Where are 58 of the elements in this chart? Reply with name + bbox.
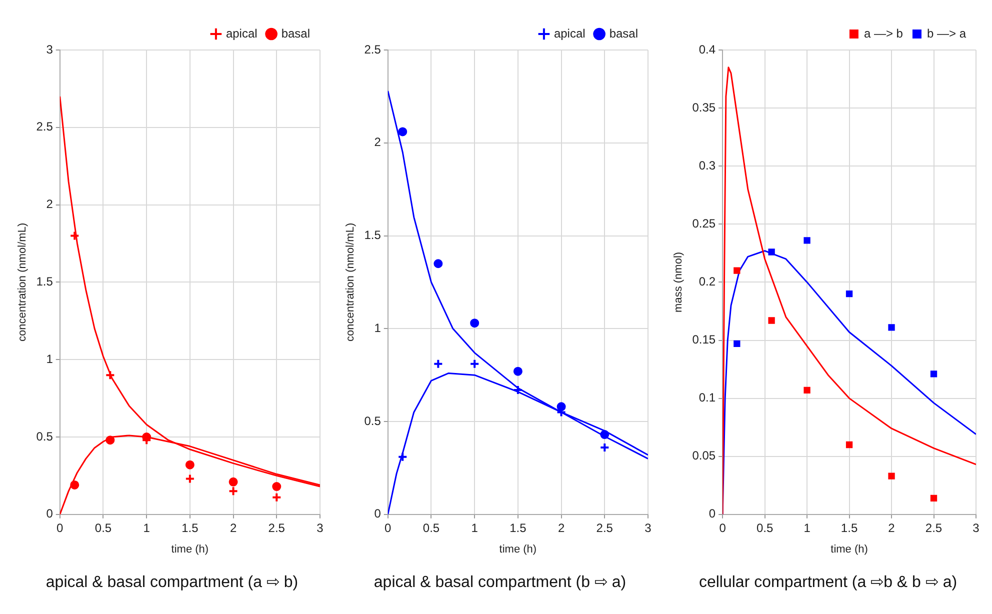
y-tick-label: 1 [46,352,54,366]
legend-label: apical [226,26,258,40]
y-tick-label: 0 [708,506,716,521]
x-tick-label: 3 [316,520,324,535]
text: apical & basal compartment (b ⇨ a) [372,573,628,592]
x-tick-label: 3 [644,520,652,535]
text: cellular compartment (a ⇨b & b ⇨ a) [698,573,958,592]
y-tick-label: 0.05 [692,448,716,463]
x-tick-label: 1.5 [840,520,858,535]
y-tick-label: 0.1 [698,390,716,405]
y-tick-label: 0.25 [692,216,716,230]
y-tick-label: 0.5 [36,429,54,444]
x-tick-label: 2.5 [596,520,614,535]
y-tick-label: 0.15 [692,332,716,347]
legend-label: a —> b [864,26,904,40]
x-axis-title: time (h) [171,543,209,556]
y-tick-label: 0.4 [698,42,716,56]
x-tick-label: 1 [804,520,811,535]
y-axis-title: concentration (nmol/mL) [16,222,29,342]
y-tick-label: 0.2 [698,274,716,289]
legend-label: apical [554,26,586,40]
y-tick-label: 0 [46,506,54,521]
y-tick-label: 2.5 [36,120,54,134]
y-tick-label: 2 [46,197,54,212]
legend-label: b —> a [926,26,966,40]
y-axis-title: mass (nmol) [672,252,685,312]
x-tick-label: 0.5 [94,520,112,535]
text: apical & basal compartment (a ⇨ b) [44,573,300,592]
y-tick-label: 0.3 [698,158,716,172]
y-tick-label: 2 [374,135,382,150]
x-tick-label: 1 [143,520,150,535]
x-tick-label: 0 [719,520,726,535]
x-tick-label: 2.5 [268,520,286,535]
y-tick-label: 3 [46,42,54,56]
y-tick-label: 0.35 [692,100,716,114]
x-tick-label: 0.5 [756,520,774,535]
x-tick-label: 1 [471,520,478,535]
y-tick-label: 0.5 [364,414,382,428]
x-tick-label: 2.5 [925,520,942,535]
x-tick-label: 3 [972,520,980,535]
legend-label: basal [281,26,310,40]
y-tick-label: 1.5 [36,274,54,289]
x-axis-title: time (h) [830,543,868,556]
y-tick-label: 0 [374,506,382,521]
legend-label: basal [609,26,638,40]
y-tick-label: 1 [374,320,382,335]
x-tick-label: 0 [384,520,392,535]
x-tick-label: 0.5 [422,520,440,535]
y-axis-title: concentration (nmol/mL) [344,222,357,342]
x-tick-label: 2 [888,520,896,535]
x-tick-label: 2 [230,520,237,535]
y-tick-label: 1.5 [364,228,382,242]
x-tick-label: 1.5 [182,520,199,535]
x-tick-label: 1.5 [510,520,527,535]
x-axis-title: time (h) [499,543,537,556]
y-tick-label: 2.5 [364,42,382,56]
x-tick-label: 2 [558,520,565,535]
x-tick-label: 0 [56,520,64,535]
